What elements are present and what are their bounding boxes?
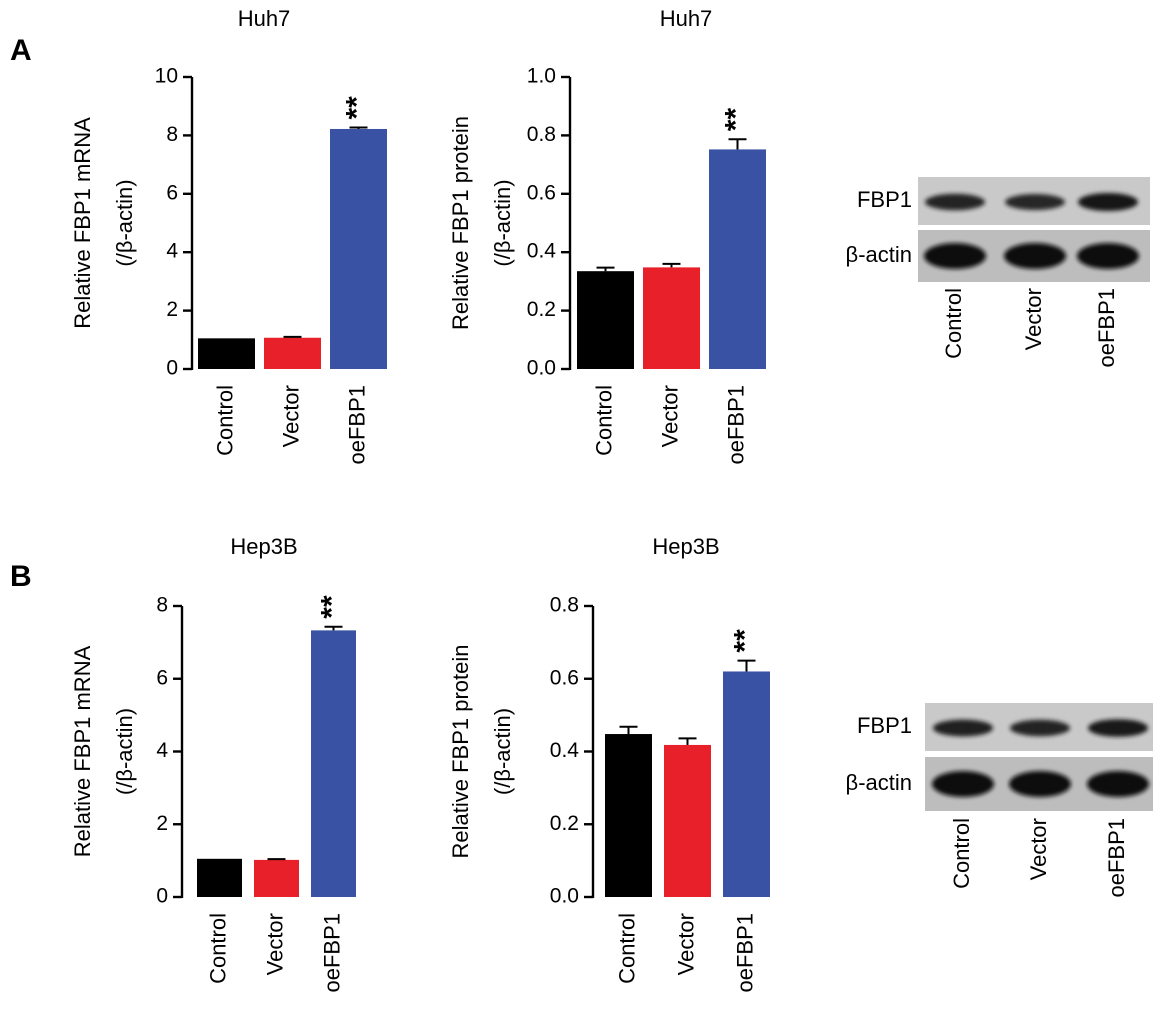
- bar-oefbp1: [330, 128, 387, 369]
- y-axis-label-unit: (/β-actin): [490, 708, 515, 795]
- bar-control: [605, 734, 652, 897]
- chart-title: Huh7: [660, 6, 713, 31]
- y-tick-label: 0.8: [550, 594, 579, 617]
- y-tick-label: 0.2: [550, 812, 579, 835]
- bar-vector: [664, 744, 711, 897]
- y-tick-label: 0.4: [550, 739, 580, 762]
- band-fbp1: [933, 719, 993, 737]
- y-tick-label: 0.0: [550, 885, 579, 908]
- x-category-label: Vector: [673, 913, 698, 975]
- bar-oefbp1: [709, 149, 766, 369]
- significance-marker: **: [719, 108, 752, 132]
- y-axis-label-unit: (/β-actin): [112, 708, 137, 795]
- x-category-label: oeFBP1: [732, 913, 757, 993]
- x-category-label: Control: [614, 913, 639, 984]
- y-tick-label: 6: [156, 666, 168, 689]
- y-tick-label: 0.6: [550, 666, 579, 689]
- chart-title: Huh7: [238, 6, 291, 31]
- y-tick-label: 0: [166, 357, 178, 380]
- bar-control: [577, 271, 634, 369]
- chart-title: Hep3B: [230, 534, 297, 559]
- y-tick-label: 2: [156, 812, 168, 835]
- y-tick-label: 4: [166, 240, 178, 263]
- band-beta-actin: [932, 771, 994, 797]
- y-axis-label: Relative FBP1 mRNA: [70, 645, 95, 857]
- western-blot-hep3b: FBP1 β-actin Control Vector oeFBP1: [846, 703, 1153, 898]
- y-tick-label: 2: [166, 298, 178, 321]
- panel-letter-b: B: [10, 560, 32, 593]
- significance-marker: **: [340, 96, 373, 120]
- chart-title: Hep3B: [652, 534, 719, 559]
- x-category-label: Control: [212, 385, 237, 456]
- x-category-label: oeFBP1: [344, 385, 369, 465]
- y-tick-label: 1.0: [527, 65, 556, 88]
- blot-lane-label: oeFBP1: [1094, 288, 1119, 368]
- bar-chart-hep3b-mrna: Hep3B Relative FBP1 mRNA (/β-actin) 0 2 4 6 8 Co…: [70, 534, 356, 993]
- band-beta-actin: [1087, 771, 1149, 797]
- x-category-label: Control: [591, 385, 616, 456]
- y-tick-label: 0.8: [527, 123, 556, 146]
- bar-chart-hep3b-protein: Hep3B Relative FBP1 protein (/β-actin) 0.0 0…: [448, 534, 770, 993]
- y-axis-label: Relative FBP1 protein: [448, 645, 473, 859]
- x-category-label: Vector: [262, 913, 287, 975]
- y-axis-label: Relative FBP1 mRNA: [70, 117, 95, 329]
- blot-lane-label: Vector: [1021, 288, 1046, 350]
- y-tick-label: 8: [156, 594, 168, 617]
- y-tick-label: 10: [155, 65, 178, 88]
- blot-label-beta-actin: β-actin: [846, 242, 912, 267]
- bar-vector: [264, 337, 321, 369]
- bar-chart-huh7-protein: Huh7 Relative FBP1 protein (/β-actin) 0.0 0.…: [448, 6, 766, 465]
- bar-oefbp1: [723, 671, 770, 897]
- blot-lane-label: Vector: [1026, 818, 1051, 880]
- y-axis-label-unit: (/β-actin): [490, 179, 515, 266]
- blot-lane-label: Control: [941, 288, 966, 359]
- bar-vector: [643, 267, 700, 369]
- x-category-label: Vector: [657, 385, 682, 447]
- band-beta-actin: [1009, 771, 1071, 797]
- bar-vector: [254, 859, 299, 897]
- blot-label-fbp1: FBP1: [857, 713, 912, 738]
- bar-control: [198, 338, 255, 369]
- y-tick-label: 6: [166, 181, 178, 204]
- band-fbp1: [1010, 719, 1070, 737]
- band-fbp1: [1078, 193, 1138, 211]
- y-tick-label: 4: [156, 739, 168, 762]
- blot-label-fbp1: FBP1: [857, 187, 912, 212]
- y-tick-label: 0.4: [527, 240, 557, 263]
- significance-marker: **: [315, 595, 348, 619]
- band-beta-actin: [924, 243, 986, 269]
- blot-lane-label: Control: [949, 818, 974, 889]
- significance-marker: **: [728, 629, 761, 653]
- blot-lane-label: oeFBP1: [1104, 818, 1129, 898]
- y-tick-label: 8: [166, 123, 178, 146]
- y-tick-label: 0.6: [527, 181, 556, 204]
- y-tick-label: 0.0: [527, 357, 556, 380]
- bar-control: [197, 858, 242, 897]
- band-beta-actin: [1077, 243, 1139, 269]
- western-blot-huh7: FBP1 β-actin Control Vector oeFBP1: [846, 177, 1150, 368]
- band-fbp1: [1088, 719, 1148, 737]
- x-category-label: oeFBP1: [723, 385, 748, 465]
- y-tick-label: 0: [156, 885, 168, 908]
- y-tick-label: 0.2: [527, 298, 556, 321]
- band-beta-actin: [1004, 243, 1066, 269]
- x-category-label: oeFBP1: [319, 913, 344, 993]
- panel-letter-a: A: [10, 34, 32, 67]
- band-fbp1: [1005, 194, 1065, 210]
- y-axis-label-unit: (/β-actin): [112, 179, 137, 266]
- x-category-label: Control: [205, 913, 230, 984]
- blot-label-beta-actin: β-actin: [846, 770, 912, 795]
- x-category-label: Vector: [278, 385, 303, 447]
- bar-chart-huh7-mrna: Huh7 Relative FBP1 mRNA (/β-actin) 0 2 4 6 8 10 C…: [70, 6, 387, 465]
- bar-oefbp1: [311, 630, 356, 897]
- band-fbp1: [925, 193, 985, 211]
- y-axis-label: Relative FBP1 protein: [448, 116, 473, 330]
